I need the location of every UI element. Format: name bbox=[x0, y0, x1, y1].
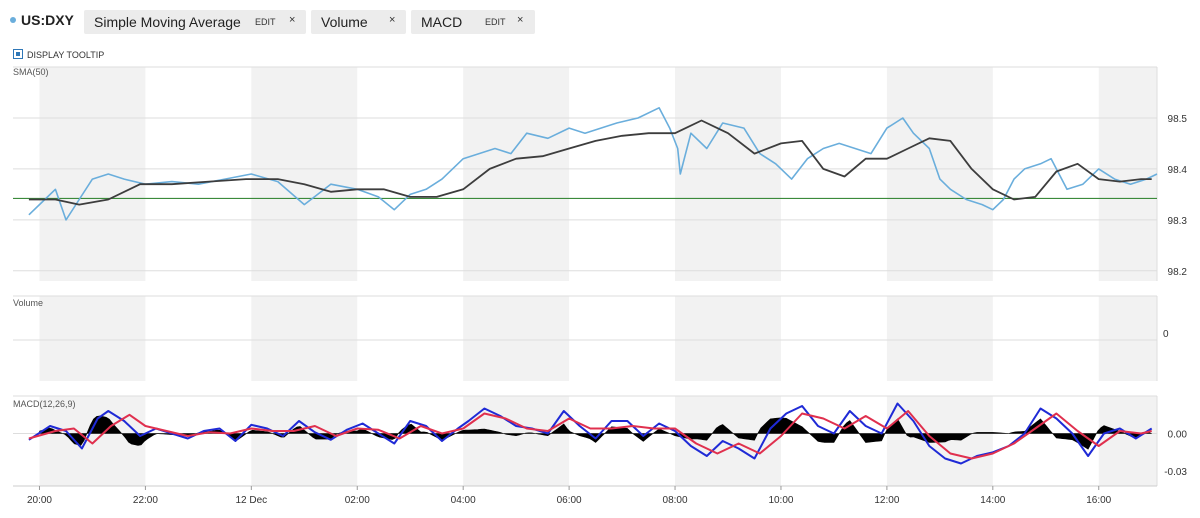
time-band-1-0 bbox=[251, 67, 358, 281]
macd-y-tick-label: 0.00 bbox=[1168, 430, 1188, 441]
macd-y-tick-label: -0.03 bbox=[1164, 467, 1187, 478]
checkbox-icon[interactable] bbox=[13, 49, 23, 59]
time-band-3-0 bbox=[675, 67, 781, 281]
macd-panel-label: MACD(12,26,9) bbox=[13, 399, 76, 409]
edit-macd-button[interactable]: EDIT bbox=[485, 17, 506, 27]
indicator-toolbar: US:DXY Simple Moving Average EDIT × Volu… bbox=[0, 0, 1200, 44]
time-band-3-2 bbox=[675, 396, 781, 486]
price-y-tick-label: 98.4 bbox=[1168, 165, 1188, 176]
chip-macd[interactable]: MACD EDIT × bbox=[411, 10, 535, 34]
price-y-tick-label: 98.3 bbox=[1168, 216, 1188, 227]
chip-simple-moving-average[interactable]: Simple Moving Average EDIT × bbox=[84, 10, 331, 34]
time-band-0-0 bbox=[39, 67, 146, 281]
x-tick-label: 16:00 bbox=[1086, 495, 1111, 506]
x-tick-label: 10:00 bbox=[768, 495, 793, 506]
time-band-1-2 bbox=[251, 396, 358, 486]
time-band-5-1 bbox=[1098, 296, 1157, 381]
x-tick-label: 02:00 bbox=[345, 495, 370, 506]
sma-series-line bbox=[28, 119, 1152, 206]
volume-panel-label: Volume bbox=[13, 298, 43, 308]
time-band-4-1 bbox=[886, 296, 993, 381]
time-band-3-1 bbox=[675, 296, 781, 381]
x-tick-label: 14:00 bbox=[980, 495, 1005, 506]
volume-y-tick-label: 0 bbox=[1163, 329, 1169, 340]
price-panel-label: SMA(50) bbox=[13, 67, 49, 77]
series-dot-icon bbox=[10, 17, 16, 23]
time-band-2-0 bbox=[463, 67, 570, 281]
signal-series-line bbox=[28, 410, 1152, 460]
time-band-5-2 bbox=[1098, 396, 1157, 486]
x-tick-label: 20:00 bbox=[27, 495, 52, 506]
x-tick-label: 12:00 bbox=[874, 495, 899, 506]
x-tick-label: 22:00 bbox=[133, 495, 158, 506]
x-tick-label: 12 Dec bbox=[235, 495, 267, 506]
price-y-tick-label: 98.2 bbox=[1168, 267, 1188, 278]
time-band-1-1 bbox=[251, 296, 358, 381]
x-tick-label: 06:00 bbox=[557, 495, 582, 506]
close-macd-icon[interactable]: × bbox=[517, 14, 524, 26]
price-y-tick-label: 98.5 bbox=[1168, 114, 1188, 125]
time-band-2-1 bbox=[463, 296, 570, 381]
symbol-label: US:DXY bbox=[10, 12, 74, 28]
time-band-0-1 bbox=[39, 296, 146, 381]
time-band-2-2 bbox=[463, 396, 570, 486]
x-tick-label: 04:00 bbox=[451, 495, 476, 506]
close-sma-icon[interactable]: × bbox=[289, 14, 296, 26]
price-series-line bbox=[28, 107, 1158, 221]
display-tooltip-toggle[interactable]: DISPLAY TOOLTIP bbox=[13, 49, 104, 60]
chip-volume[interactable]: Volume × bbox=[311, 10, 406, 34]
edit-sma-button[interactable]: EDIT bbox=[255, 17, 276, 27]
close-volume-icon[interactable]: × bbox=[389, 14, 396, 26]
x-tick-label: 08:00 bbox=[663, 495, 688, 506]
time-band-5-0 bbox=[1098, 67, 1157, 281]
time-band-4-0 bbox=[886, 67, 993, 281]
macd-series-line bbox=[28, 402, 1153, 465]
